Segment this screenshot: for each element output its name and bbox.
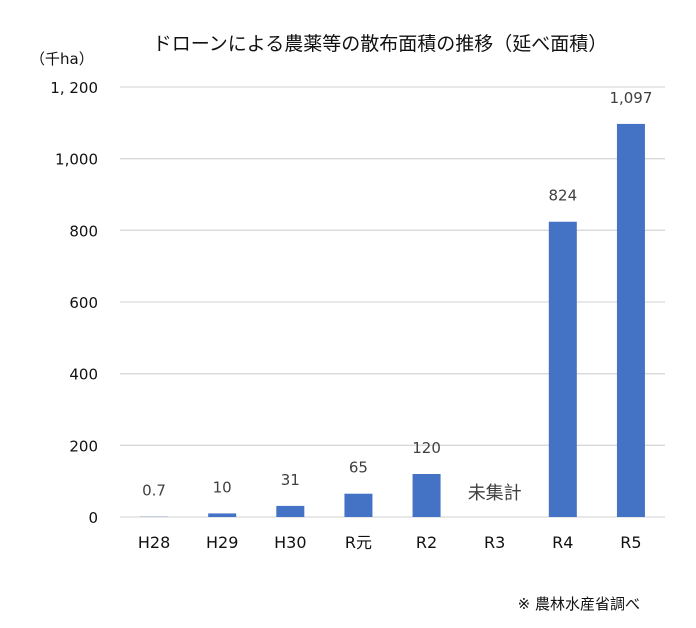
data-label: 0.7 [142, 482, 166, 500]
data-label: 10 [213, 478, 232, 496]
data-label: 120 [412, 439, 441, 457]
x-tick-label: H29 [206, 533, 238, 552]
y-tick-label: 400 [69, 366, 98, 384]
data-label: 31 [281, 471, 300, 489]
x-tick-label: H30 [274, 533, 306, 552]
data-label: 未集計 [468, 483, 522, 504]
x-tick-label: R5 [620, 533, 641, 552]
data-label: 1,097 [609, 89, 652, 107]
bar [548, 221, 577, 517]
source-note: ※ 農林水産省調べ [518, 595, 640, 613]
chart-title: ドローンによる農薬等の散布面積の推移（延べ面積） [153, 33, 607, 55]
x-tick-label: R元 [345, 533, 372, 552]
y-tick-label: 1, 200 [50, 79, 98, 97]
bar [616, 123, 645, 518]
bar [412, 474, 441, 517]
y-tick-label: 0 [88, 509, 98, 527]
y-tick-label: 1,000 [55, 151, 98, 169]
y-tick-label: 800 [69, 222, 98, 240]
y-tick-label: 600 [69, 294, 98, 312]
x-tick-label: R3 [484, 533, 505, 552]
x-tick-label: H28 [138, 533, 170, 552]
bar [208, 513, 237, 517]
data-label: 824 [548, 187, 577, 205]
x-tick-label: R2 [416, 533, 437, 552]
x-tick-label: R4 [552, 533, 573, 552]
bar [344, 493, 373, 517]
bar [276, 505, 305, 517]
y-axis-unit-label: （千ha） [30, 50, 94, 68]
y-tick-label: 200 [69, 437, 98, 455]
data-label: 65 [349, 459, 368, 477]
